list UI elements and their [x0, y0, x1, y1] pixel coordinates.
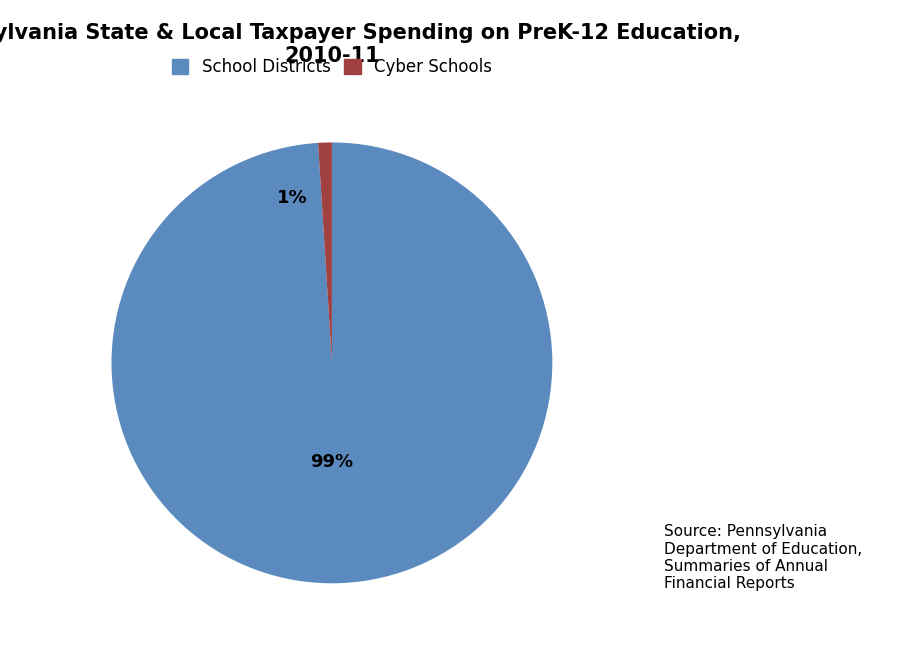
Text: Source: Pennsylvania
Department of Education,
Summaries of Annual
Financial Repo: Source: Pennsylvania Department of Educa… — [664, 524, 862, 591]
Wedge shape — [318, 142, 332, 363]
Title: Pennsylvania State & Local Taxpayer Spending on PreK-12 Education,
2010-11: Pennsylvania State & Local Taxpayer Spen… — [0, 23, 741, 67]
Text: 1%: 1% — [277, 189, 308, 206]
Wedge shape — [112, 142, 552, 583]
Text: 99%: 99% — [311, 453, 353, 471]
Legend: School Districts, Cyber Schools: School Districts, Cyber Schools — [165, 52, 499, 83]
